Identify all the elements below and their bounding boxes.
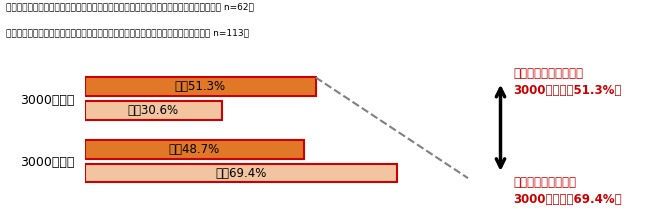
Text: 姑が負担に感じない額: 姑が負担に感じない額: [514, 67, 584, 80]
Text: 姑：51.3%: 姑：51.3%: [175, 80, 226, 93]
Text: 嫁側：義母への母の日ギフトに適していると感じる金額は何円くらいですか？（複数回答 n=62）: 嫁側：義母への母の日ギフトに適していると感じる金額は何円くらいですか？（複数回答…: [6, 2, 254, 11]
Bar: [84, 140, 304, 159]
Text: 姑側：嫁から贈られて負担に感じないギフトに金額は何円くらいですか？（複数回答 n=113）: 姑側：嫁から贈られて負担に感じないギフトに金額は何円くらいですか？（複数回答 n…: [6, 28, 250, 37]
Bar: [84, 78, 316, 96]
Text: 姑：48.7%: 姑：48.7%: [168, 143, 220, 156]
Bar: [84, 101, 222, 120]
Text: 嫁：69.4%: 嫁：69.4%: [215, 167, 266, 179]
Text: 嫁：30.6%: 嫁：30.6%: [128, 104, 179, 117]
Text: 3000円未満（51.3%）: 3000円未満（51.3%）: [514, 84, 622, 97]
Bar: [84, 164, 397, 183]
Text: 嫁が適正と感じる額: 嫁が適正と感じる額: [514, 176, 577, 189]
Text: 3000円以上（69.4%）: 3000円以上（69.4%）: [514, 193, 622, 206]
